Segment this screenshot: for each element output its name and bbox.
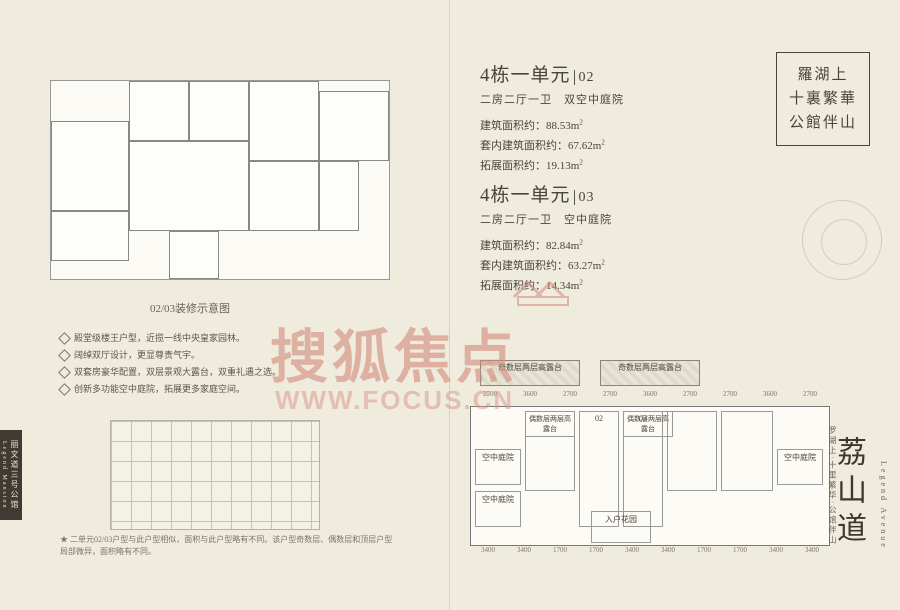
fp-room <box>129 141 249 231</box>
dim-value: 3400 <box>769 546 783 558</box>
layout-room <box>721 411 773 491</box>
brand-name-en: Legend Avenue <box>879 461 888 550</box>
spec-area-line: 拓展面积约：14.34m2 <box>480 277 720 293</box>
dim-value: 3400 <box>481 546 495 558</box>
spec-unit-03: 4栋一单元03 二房二厅一卫 空中庭院 建筑面积约：82.84m2 套内建筑面积… <box>480 180 720 297</box>
dim-value: 1700 <box>553 546 567 558</box>
spec-area-line: 拓展面积约：19.13m2 <box>480 157 720 173</box>
top-dimensions: 2700 3600 2700 2700 3600 2700 2700 3600 2700 <box>470 390 830 402</box>
spine-en: Legend Mansion <box>1 441 7 510</box>
area-label: 建筑面积约： <box>480 240 546 252</box>
layout-room <box>667 411 717 491</box>
slogan-line: 羅湖上 <box>789 63 857 87</box>
dim-value: 2700 <box>603 390 617 402</box>
terrace2-label: 偶数层两层高露台 <box>525 411 575 437</box>
site-plan <box>110 420 320 530</box>
entry-label: 入户花园 <box>591 511 651 543</box>
fp-room <box>189 81 249 141</box>
slogan-box: 羅湖上 十裏繁華 公館伴山 <box>776 52 870 146</box>
dim-value: 1700 <box>697 546 711 558</box>
fp-room <box>51 211 129 261</box>
spec-area-line: 套内建筑面积约：63.27m2 <box>480 257 720 273</box>
layout-unit-02: 02 <box>579 411 619 527</box>
fp-room <box>319 91 389 161</box>
courtyard-label: 空中庭院 <box>777 449 823 485</box>
fp-room <box>319 161 359 231</box>
terrace2-label: 偶数层两层高露台 <box>623 411 673 437</box>
spine-cn: 丽文道三号公馆 <box>10 440 19 510</box>
terrace-label: 奇数层两层高露台 <box>600 360 700 386</box>
dim-value: 3600 <box>763 390 777 402</box>
decorative-circles-icon <box>802 200 882 280</box>
fp-room <box>249 161 319 231</box>
area-value: 19.13 <box>546 160 571 172</box>
courtyard-label: 空中庭院 <box>475 449 521 485</box>
footnote: ★ 二单元02/03户型与此户型相似，面积与此户型略有不同。该户型奇数层、偶数层… <box>60 534 400 558</box>
slogan-line: 公館伴山 <box>789 111 857 135</box>
slogan-line: 十裏繁華 <box>789 87 857 111</box>
fp-room <box>51 121 129 211</box>
area-value: 63.27 <box>568 260 593 272</box>
dim-value: 1700 <box>589 546 603 558</box>
courtyard-label: 空中庭院 <box>475 491 521 527</box>
area-label: 套内建筑面积约： <box>480 140 568 152</box>
footnote-star: ★ <box>60 535 68 544</box>
right-page: 4栋一单元02 二房二厅一卫 双空中庭院 建筑面积约：88.53m2 套内建筑面… <box>450 0 900 610</box>
note-item: 殿堂级楼王户型，近揽一线中央皇家园林。 <box>60 330 400 347</box>
spec-area-line: 建筑面积约：88.53m2 <box>480 117 720 133</box>
spec-subtitle: 二房二厅一卫 空中庭院 <box>480 211 720 227</box>
dim-value: 2700 <box>683 390 697 402</box>
spec-title: 4栋一单元02 <box>480 60 720 87</box>
dim-value: 3600 <box>523 390 537 402</box>
area-label: 拓展面积约： <box>480 280 546 292</box>
area-value: 88.53 <box>546 120 571 132</box>
area-value: 82.84 <box>546 240 571 252</box>
spec-title-num: 03 <box>574 190 595 205</box>
fp-room <box>169 231 219 279</box>
dim-value: 2700 <box>803 390 817 402</box>
spine-tab: 丽文道三号公馆 Legend Mansion <box>0 430 22 520</box>
area-label: 拓展面积约： <box>480 160 546 172</box>
note-item: 创新多功能空中庭院，拓展更多家庭空间。 <box>60 381 400 398</box>
dim-value: 2700 <box>563 390 577 402</box>
fp-room <box>129 81 189 141</box>
dim-value: 3400 <box>517 546 531 558</box>
spec-title: 4栋一单元03 <box>480 180 720 207</box>
dim-value: 3400 <box>661 546 675 558</box>
footnote-text: 二单元02/03户型与此户型相似，面积与此户型略有不同。该户型奇数层、偶数层和顶… <box>60 535 392 556</box>
spec-title-num: 02 <box>574 70 595 85</box>
brand-tagline: 罗湖上·十里繁华·公馆伴山 <box>827 426 838 545</box>
area-value: 67.62 <box>568 140 593 152</box>
spec-subtitle: 二房二厅一卫 双空中庭院 <box>480 91 720 107</box>
terrace-label: 奇数层两层高露台 <box>480 360 580 386</box>
dim-value: 3400 <box>625 546 639 558</box>
area-value: 14.34 <box>546 280 571 292</box>
spec-unit-02: 4栋一单元02 二房二厅一卫 双空中庭院 建筑面积约：88.53m2 套内建筑面… <box>480 60 720 177</box>
note-item: 阔绰双厅设计，更显尊贵气宇。 <box>60 347 400 364</box>
note-item: 双套房豪华配置，双层景观大露台，双重礼遇之选。 <box>60 364 400 381</box>
bottom-dimensions: 3400 3400 1700 1700 3400 3400 1700 1700 3400 3400 <box>470 546 830 558</box>
floor-layout: 奇数层两层高露台 奇数层两层高露台 2700360027002700360027… <box>470 360 830 570</box>
dim-value: 2700 <box>483 390 497 402</box>
layout-body: 空中庭院 空中庭院 偶数层两层高露台 02 03 偶数层两层高露台 空中庭院 入… <box>470 406 830 546</box>
dim-value: 3600 <box>643 390 657 402</box>
fp-room <box>249 81 319 161</box>
spec-area-line: 建筑面积约：82.84m2 <box>480 237 720 253</box>
main-floorplan <box>50 80 390 280</box>
dim-value: 2700 <box>723 390 737 402</box>
area-label: 建筑面积约： <box>480 120 546 132</box>
dim-value: 3400 <box>805 546 819 558</box>
spec-title-main: 4栋一单元 <box>480 65 571 86</box>
floorplan-caption: 02/03装修示意图 <box>150 300 230 316</box>
area-label: 套内建筑面积约： <box>480 260 568 272</box>
left-page: 02/03装修示意图 殿堂级楼王户型，近揽一线中央皇家园林。 阔绰双厅设计，更显… <box>0 0 450 610</box>
spec-title-main: 4栋一单元 <box>480 185 571 206</box>
spec-area-line: 套内建筑面积约：67.62m2 <box>480 137 720 153</box>
dim-value: 1700 <box>733 546 747 558</box>
feature-notes: 殿堂级楼王户型，近揽一线中央皇家园林。 阔绰双厅设计，更显尊贵气宇。 双套房豪华… <box>60 330 400 398</box>
